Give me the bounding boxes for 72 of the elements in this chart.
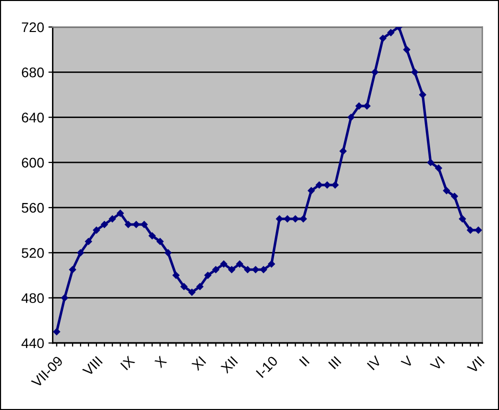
point <box>347 114 355 121</box>
point <box>61 294 68 302</box>
point <box>268 260 276 268</box>
x-tick-label: I-10 <box>256 355 278 378</box>
point <box>292 215 299 222</box>
point <box>434 164 442 172</box>
x-tick-label: IV <box>366 355 382 370</box>
point <box>474 226 482 234</box>
point <box>332 181 339 189</box>
point <box>466 226 474 234</box>
x-tick-label: III <box>328 356 342 370</box>
point <box>450 192 458 200</box>
point <box>339 148 347 155</box>
point <box>403 46 410 54</box>
point <box>228 266 236 274</box>
point <box>156 238 164 246</box>
y-tick-label: 520 <box>22 248 44 258</box>
point <box>458 215 466 222</box>
point <box>244 266 252 274</box>
point <box>419 91 426 98</box>
x-tick-label: X <box>154 355 168 368</box>
x-tick-label: VI <box>430 356 445 372</box>
point <box>148 232 156 240</box>
x-tick-label: XI <box>191 356 206 371</box>
point <box>204 272 212 279</box>
point <box>371 68 379 76</box>
x-tick-label: VII <box>466 356 485 374</box>
point <box>427 158 434 166</box>
point <box>196 282 204 290</box>
point <box>172 272 180 279</box>
point <box>260 266 268 274</box>
y-tick-label: 440 <box>22 338 44 348</box>
point <box>300 215 307 222</box>
x-tick-label: II <box>299 356 310 366</box>
y-tick-label: 680 <box>22 67 44 78</box>
x-tick-label: V <box>400 355 414 368</box>
x-tick-label: VIII <box>82 356 103 377</box>
point <box>164 249 172 256</box>
point <box>276 215 284 222</box>
point <box>132 220 140 228</box>
point <box>68 266 76 274</box>
point <box>387 29 394 36</box>
point <box>316 181 323 189</box>
y-tick-label: 560 <box>22 202 44 213</box>
point <box>355 102 363 110</box>
x-tick-label: IX <box>120 355 136 370</box>
point <box>379 34 386 42</box>
x-tick-label: XII <box>220 356 238 374</box>
point <box>308 187 315 194</box>
point <box>324 181 331 189</box>
y-tick-label: 640 <box>22 112 44 122</box>
point <box>284 215 292 222</box>
point <box>100 220 108 228</box>
y-tick-label: 600 <box>22 158 44 168</box>
point <box>212 266 220 274</box>
point <box>188 288 196 296</box>
point <box>180 282 188 290</box>
point <box>92 226 100 234</box>
point <box>411 68 418 76</box>
point <box>363 102 371 110</box>
point <box>84 238 92 246</box>
point <box>116 210 124 217</box>
point <box>236 260 244 268</box>
point <box>53 328 60 336</box>
point <box>140 220 148 228</box>
point <box>108 215 116 222</box>
y-tick-label: 480 <box>22 293 44 304</box>
point <box>442 187 450 194</box>
y-tick-label: 720 <box>22 22 44 32</box>
point <box>76 249 84 256</box>
point <box>252 266 260 274</box>
point <box>124 220 132 228</box>
